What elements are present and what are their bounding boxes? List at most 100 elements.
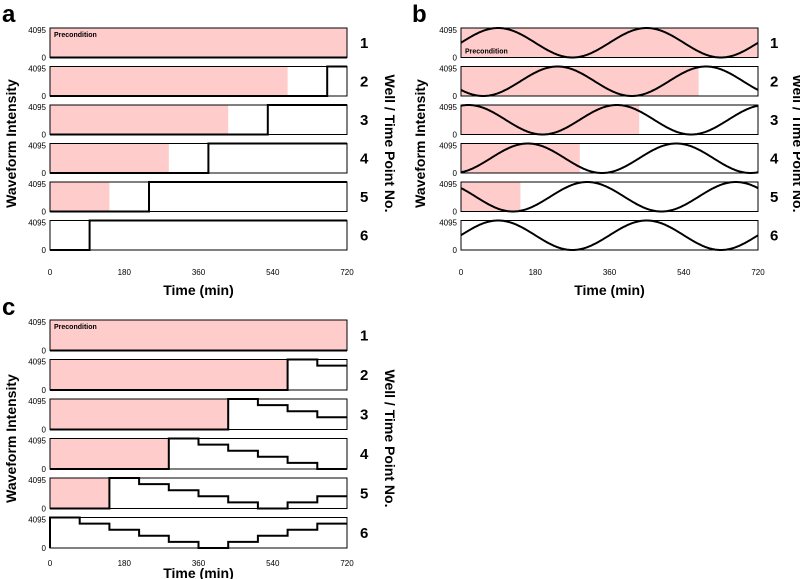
well-6-waveform (49, 516, 347, 549)
y-tick-label: 4095 (439, 26, 457, 35)
row-number-label: 2 (360, 367, 368, 384)
subplot-frame (49, 66, 348, 97)
subplot-frame (49, 319, 348, 351)
x-axis: 0 180 360 540 720 (459, 268, 765, 277)
subplot-frame (49, 438, 348, 470)
y-tick-label: 4095 (28, 26, 46, 35)
y-tick-label: 0 (453, 208, 458, 217)
row-number-label: 4 (360, 446, 369, 463)
subplot-frame (49, 220, 348, 251)
x-tick-label: 0 (48, 268, 53, 277)
well-3-subplot: 0 4095 3 (439, 103, 778, 140)
y-axis-title: Waveform Intensity (412, 79, 428, 208)
row-number-label: 2 (770, 73, 778, 90)
y-tick-label: 4095 (439, 219, 457, 228)
well-1-subplot: 0 4095 Precondition 1 (439, 26, 778, 63)
x-tick-label: 180 (118, 268, 132, 277)
row-number-label: 3 (360, 406, 368, 423)
row-number-label: 1 (360, 35, 368, 52)
y-tick-label: 0 (42, 465, 47, 474)
panel-label-c: c (2, 294, 15, 321)
subplot-frame (49, 477, 348, 509)
well-6-subplot: 0 4095 6 (439, 219, 778, 256)
x-tick-label: 180 (118, 559, 132, 568)
precondition-label: Precondition (54, 324, 97, 331)
precondition-shade (461, 66, 699, 96)
row-number-label: 6 (360, 227, 368, 244)
y-axis-title: Waveform Intensity (3, 374, 19, 503)
y-tick-label: 0 (42, 169, 47, 178)
y-tick-label: 0 (42, 92, 47, 101)
precondition-shade (50, 438, 169, 469)
y-tick-label: 4095 (28, 437, 46, 446)
panel-b: b 0 4095 Precondition 1 0 4095 2 0 4095 3 0 4095 4 0 4… (412, 1, 800, 298)
subplot-frame (460, 143, 759, 174)
x-tick-label: 360 (192, 559, 206, 568)
x-tick-label: 360 (603, 268, 617, 277)
subplot-frame (49, 143, 348, 174)
precondition-shade (50, 105, 229, 135)
x-axis: 0 180 360 540 720 (48, 559, 354, 568)
y-tick-label: 4095 (28, 103, 46, 112)
well-2-subplot: 0 4095 2 (28, 65, 368, 102)
subplot-frame (49, 517, 348, 549)
subplot-frame (49, 27, 348, 58)
well-4-subplot: 0 4095 4 (28, 142, 369, 179)
x-tick-label: 0 (48, 559, 53, 568)
precondition-shade (461, 105, 640, 135)
x-axis-title: Time (min) (163, 565, 234, 579)
subplot-frame (49, 104, 348, 135)
precondition-shade (50, 359, 288, 390)
precondition-label: Precondition (465, 49, 508, 56)
y-tick-label: 0 (42, 386, 47, 395)
row-number-label: 4 (360, 150, 369, 167)
precondition-label: Precondition (54, 32, 97, 39)
subplot-frame (49, 181, 348, 212)
y-tick-label: 0 (42, 347, 47, 356)
x-tick-label: 720 (340, 559, 354, 568)
y-axis-title: Waveform Intensity (3, 79, 19, 208)
well-2-subplot: 0 4095 2 (439, 65, 778, 102)
x-tick-label: 540 (266, 559, 280, 568)
precondition-shade (50, 143, 169, 173)
y-tick-label: 4095 (28, 476, 46, 485)
well-4-subplot: 0 4095 4 (28, 437, 369, 475)
x-tick-label: 0 (459, 268, 464, 277)
well-3-waveform (50, 398, 347, 431)
precondition-shade (50, 66, 288, 96)
row-number-label: 4 (770, 150, 779, 167)
well-4-waveform (460, 142, 759, 174)
y-tick-label: 0 (42, 54, 47, 63)
precondition-shade (50, 182, 110, 212)
y-tick-label: 0 (42, 246, 47, 255)
x-tick-label: 180 (529, 268, 543, 277)
well-1-subplot: 0 4095 Precondition 1 (28, 26, 368, 63)
y-tick-label: 4095 (28, 65, 46, 74)
x-tick-label: 540 (677, 268, 691, 277)
well-5-subplot: 0 4095 5 (28, 180, 368, 217)
precondition-shade (50, 399, 229, 430)
right-axis-title: Well / Time Point No. (382, 75, 398, 213)
row-number-label: 1 (770, 35, 778, 52)
y-tick-label: 4095 (439, 65, 457, 74)
y-tick-label: 4095 (28, 358, 46, 367)
row-number-label: 1 (360, 327, 368, 344)
precondition-shade (461, 143, 580, 173)
row-number-label: 5 (770, 189, 778, 206)
y-tick-label: 0 (42, 544, 47, 553)
well-3-subplot: 0 4095 3 (28, 397, 368, 435)
right-axis-title: Well / Time Point No. (382, 370, 398, 508)
subplot-frame (49, 359, 348, 391)
panel-a: a 0 4095 Precondition 1 0 4095 2 0 4095 3 0 4095 4 0 4… (2, 1, 398, 298)
row-number-label: 6 (360, 525, 368, 542)
y-tick-label: 4095 (28, 397, 46, 406)
y-tick-label: 4095 (28, 142, 46, 151)
x-tick-label: 720 (751, 268, 765, 277)
y-tick-label: 0 (42, 208, 47, 217)
well-1-waveform (460, 27, 759, 59)
x-axis: 0 180 360 540 720 (48, 268, 354, 277)
row-number-label: 5 (360, 189, 368, 206)
subplot-frame (460, 66, 759, 97)
y-tick-label: 0 (42, 131, 47, 140)
panel-c: c 0 4095 Precondition 1 0 4095 2 0 4095 3 0 4095 4 0 4… (2, 294, 398, 579)
